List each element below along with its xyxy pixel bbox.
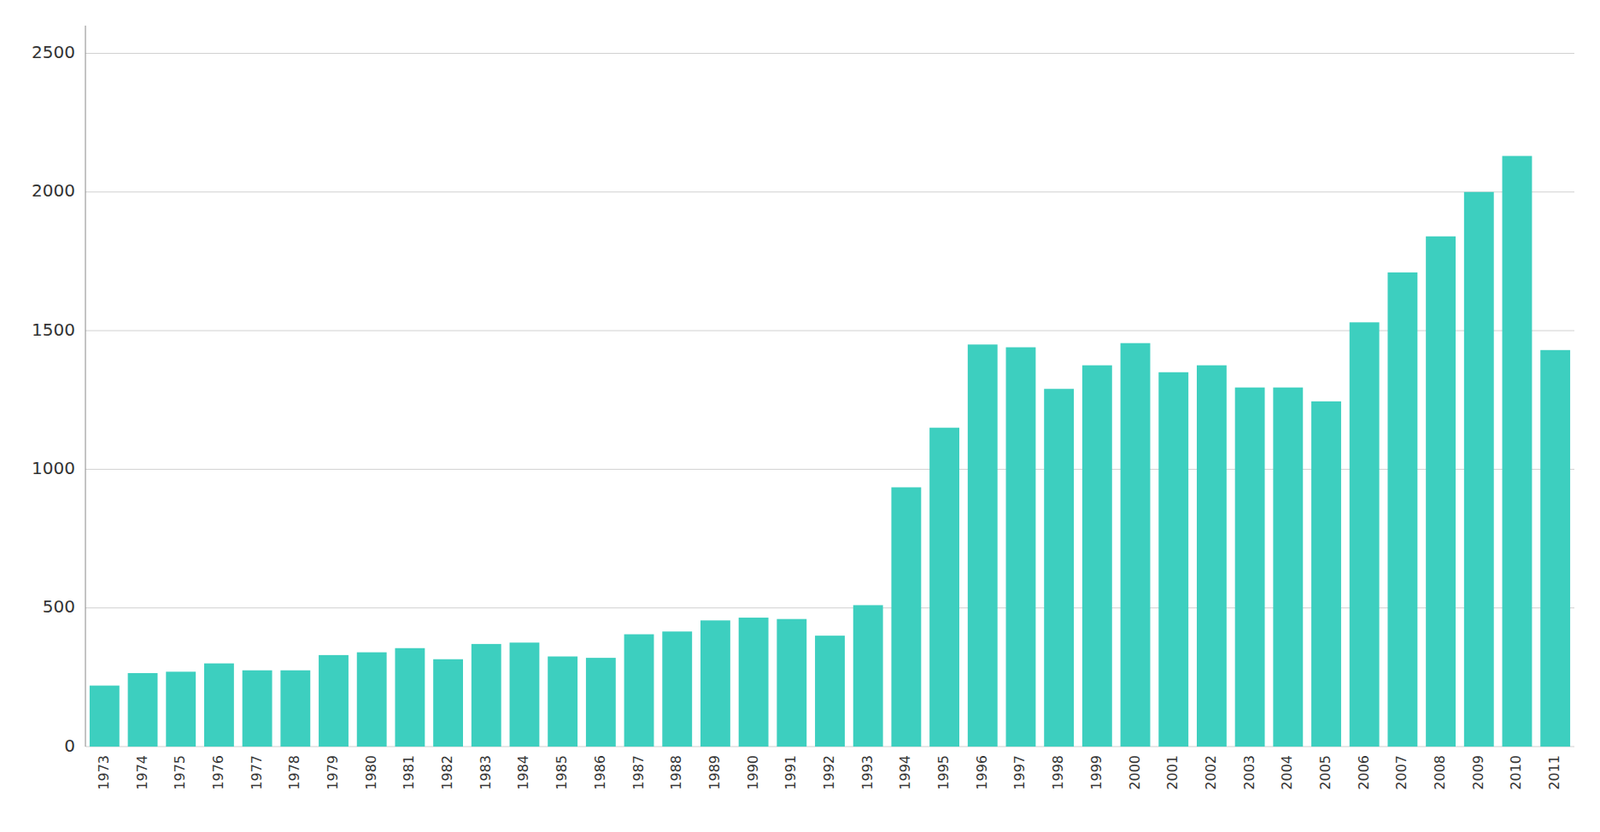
x-tick-label: 1993 (859, 755, 876, 791)
bar (89, 685, 120, 747)
x-tick-label: 1999 (1088, 755, 1105, 791)
y-tick-label: 1000 (31, 457, 76, 479)
bar (929, 427, 960, 747)
x-tick-label: 1996 (973, 755, 991, 791)
bar (1120, 343, 1151, 747)
x-tick-label: 1990 (744, 755, 762, 791)
bars (89, 156, 1571, 747)
x-tick-label: 1973 (95, 755, 112, 791)
x-tick-label: 1989 (706, 755, 723, 791)
bar (394, 648, 425, 747)
bar (662, 631, 692, 747)
y-tick-label: 500 (42, 596, 76, 617)
bar (853, 604, 884, 747)
bar (357, 652, 387, 747)
bar (1464, 192, 1495, 747)
bar (1158, 372, 1189, 747)
bar (471, 644, 502, 747)
bar (1235, 387, 1266, 747)
bar (586, 657, 616, 747)
x-tick-label: 2004 (1278, 755, 1296, 791)
x-tick-label: 1988 (668, 755, 685, 791)
y-tick-label: 2500 (31, 41, 76, 63)
x-tick-label: 1984 (515, 755, 532, 791)
bar (509, 642, 540, 747)
x-tick-label: 2002 (1202, 755, 1220, 791)
grid (85, 52, 1575, 747)
y-axis-line (85, 25, 87, 747)
chart-svg: 0 500 1000 1500 2000 2500 1973 1974 1975 1976 1977… (0, 0, 1600, 832)
x-tick-label: 2000 (1126, 755, 1143, 791)
x-tick-label: 1992 (820, 755, 838, 791)
bar (1311, 401, 1342, 747)
x-tick-label: 2007 (1393, 755, 1410, 791)
bar (1006, 347, 1037, 747)
bar (165, 671, 196, 747)
y-tick-label: 0 (64, 735, 76, 757)
bar (1540, 350, 1571, 747)
bar (1272, 387, 1303, 747)
grid-line (85, 191, 1575, 193)
x-tick-label: 1978 (286, 755, 303, 791)
bar (814, 635, 845, 747)
x-tick-label: 2011 (1546, 755, 1563, 791)
x-tick-label: 1995 (935, 755, 952, 791)
bar (547, 656, 578, 748)
bar (204, 663, 235, 747)
bar (1387, 272, 1418, 747)
x-tick-label: 1976 (210, 755, 227, 791)
x-tick-label: 2003 (1241, 755, 1258, 791)
bar (776, 619, 807, 747)
x-tick-label: 2010 (1507, 755, 1524, 791)
bar (242, 670, 273, 747)
x-tick-label: 1981 (400, 755, 417, 791)
x-tick-labels: 1973 1974 1975 1976 1977 1978 1979 1980 1981 1982… (95, 755, 1563, 791)
bar (280, 670, 311, 747)
x-tick-label: 1982 (439, 755, 456, 791)
bar (318, 655, 349, 747)
x-tick-label: 1991 (782, 755, 799, 791)
x-tick-label: 1998 (1049, 755, 1067, 791)
x-tick-label: 1987 (630, 755, 647, 791)
bar (738, 617, 769, 747)
bar (1196, 365, 1227, 747)
x-tick-label: 1997 (1011, 755, 1028, 791)
x-tick-label: 2001 (1164, 755, 1181, 791)
x-tick-label: 1985 (553, 755, 570, 791)
bar (700, 620, 731, 747)
bar (1349, 322, 1380, 747)
bar (967, 344, 998, 747)
bar (624, 634, 655, 747)
grid-line (85, 52, 1575, 54)
y-tick-label: 1500 (31, 319, 76, 340)
bar (1082, 365, 1113, 747)
x-tick-label: 2008 (1431, 755, 1448, 791)
x-tick-label: 1975 (171, 755, 188, 791)
bar (128, 673, 159, 747)
bar (1502, 156, 1533, 747)
y-tick-label: 2000 (31, 180, 76, 201)
bar (1043, 388, 1074, 747)
bar (1425, 236, 1456, 747)
x-tick-label: 1980 (363, 755, 380, 791)
y-tick-labels: 0 500 1000 1500 2000 2500 (31, 41, 76, 757)
x-tick-label: 1974 (134, 755, 151, 791)
x-tick-label: 1979 (324, 755, 341, 791)
x-tick-label: 1977 (248, 755, 265, 791)
x-tick-label: 1983 (477, 755, 494, 791)
x-tick-label: 2005 (1317, 755, 1334, 791)
chart-container: 0 500 1000 1500 2000 2500 1973 1974 1975 1976 1977… (0, 0, 1600, 832)
bar (890, 486, 921, 747)
bar (433, 659, 464, 747)
x-tick-label: 1986 (591, 755, 609, 791)
x-tick-label: 1994 (896, 755, 914, 791)
x-tick-label: 2009 (1470, 755, 1487, 791)
x-tick-label: 2006 (1355, 755, 1372, 791)
